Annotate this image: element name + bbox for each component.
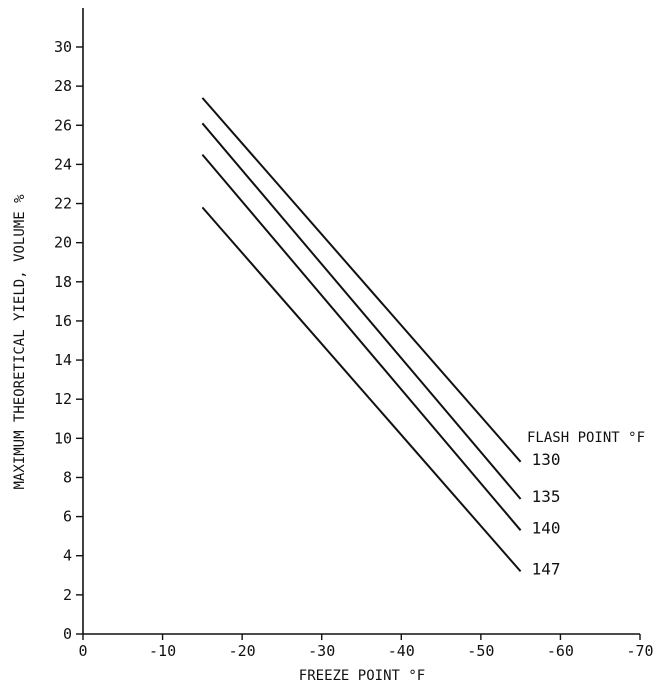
- x-tick-label: -10: [149, 642, 176, 660]
- y-tick-label: 16: [54, 312, 72, 330]
- series-line-130: [201, 97, 522, 463]
- y-tick-label: 10: [54, 429, 72, 447]
- y-tick-label: 12: [54, 390, 72, 408]
- x-tick-label: 0: [78, 642, 87, 660]
- x-tick-label: -60: [547, 642, 574, 660]
- y-tick-label: 20: [54, 234, 72, 252]
- series-label-135: 135: [532, 487, 561, 506]
- y-tick-label: 18: [54, 273, 72, 291]
- y-tick-label: 28: [54, 77, 72, 95]
- series-label-147: 147: [532, 559, 561, 578]
- series-label-140: 140: [532, 518, 561, 537]
- y-tick-label: 24: [54, 155, 72, 173]
- series-line-147: [201, 206, 522, 573]
- y-tick-label: 8: [63, 468, 72, 486]
- y-tick-label: 2: [63, 586, 72, 604]
- x-tick-label: -30: [308, 642, 335, 660]
- legend-title: FLASH POINT °F: [527, 430, 645, 446]
- series-lines: [201, 97, 522, 573]
- y-tick-label: 30: [54, 38, 72, 56]
- y-tick-label: 6: [63, 508, 72, 526]
- y-tick-label: 26: [54, 116, 72, 134]
- y-tick-label: 14: [54, 351, 72, 369]
- y-tick-label: 0: [63, 625, 72, 643]
- x-tick-label: -40: [388, 642, 415, 660]
- x-tick-label: -50: [467, 642, 494, 660]
- series-labels: 130 135 140 147: [532, 450, 561, 579]
- series-label-130: 130: [532, 450, 561, 469]
- series-line-135: [201, 122, 522, 500]
- x-axis-title: FREEZE POINT °F: [299, 668, 425, 684]
- x-tick-label: -20: [229, 642, 256, 660]
- y-axis-title: MAXIMUM THEORETICAL YIELD, VOLUME %: [12, 194, 28, 490]
- series-line-140: [201, 153, 522, 531]
- y-tick-label: 4: [63, 547, 72, 565]
- x-tick-label: -70: [626, 642, 653, 660]
- x-axis: 0 -10 -20 -30 -40 -50 -60 -70: [78, 633, 654, 660]
- y-tick-label: 22: [54, 195, 72, 213]
